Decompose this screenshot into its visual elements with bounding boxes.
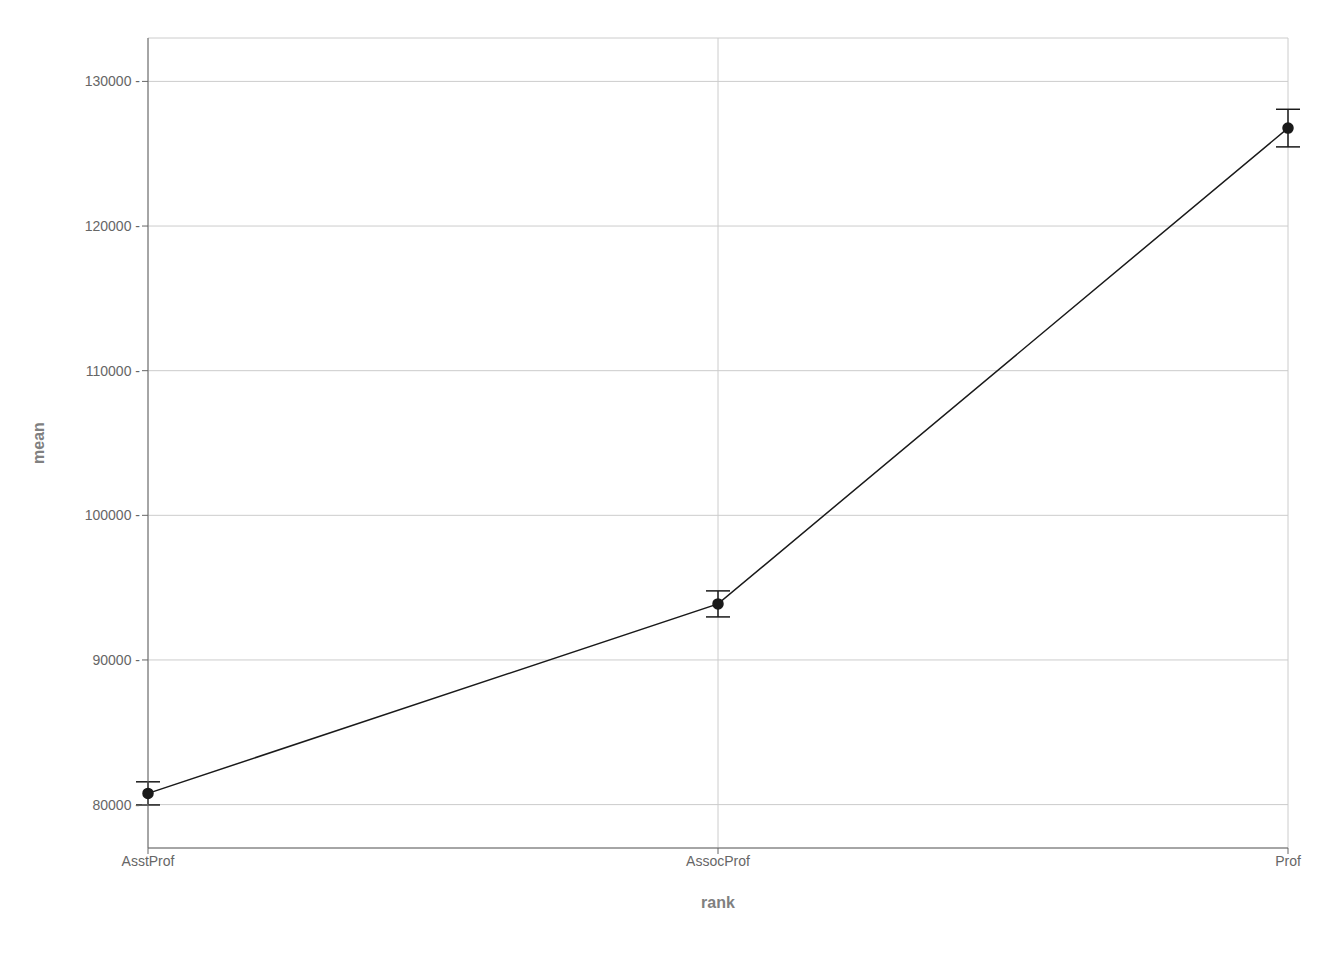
svg-text:Prof: Prof	[1275, 853, 1301, 869]
svg-text:mean: mean	[30, 422, 47, 464]
svg-text:80000 -: 80000 -	[93, 797, 141, 813]
svg-text:110000 -: 110000 -	[86, 363, 141, 379]
svg-text:AssocProf: AssocProf	[686, 853, 750, 869]
svg-text:AsstProf: AsstProf	[122, 853, 175, 869]
svg-text:120000 -: 120000 -	[85, 218, 141, 234]
svg-text:130000 -: 130000 -	[85, 73, 141, 89]
svg-text:rank: rank	[701, 894, 735, 911]
svg-text:90000 -: 90000 -	[93, 652, 141, 668]
svg-text:100000 -: 100000 -	[85, 507, 141, 523]
